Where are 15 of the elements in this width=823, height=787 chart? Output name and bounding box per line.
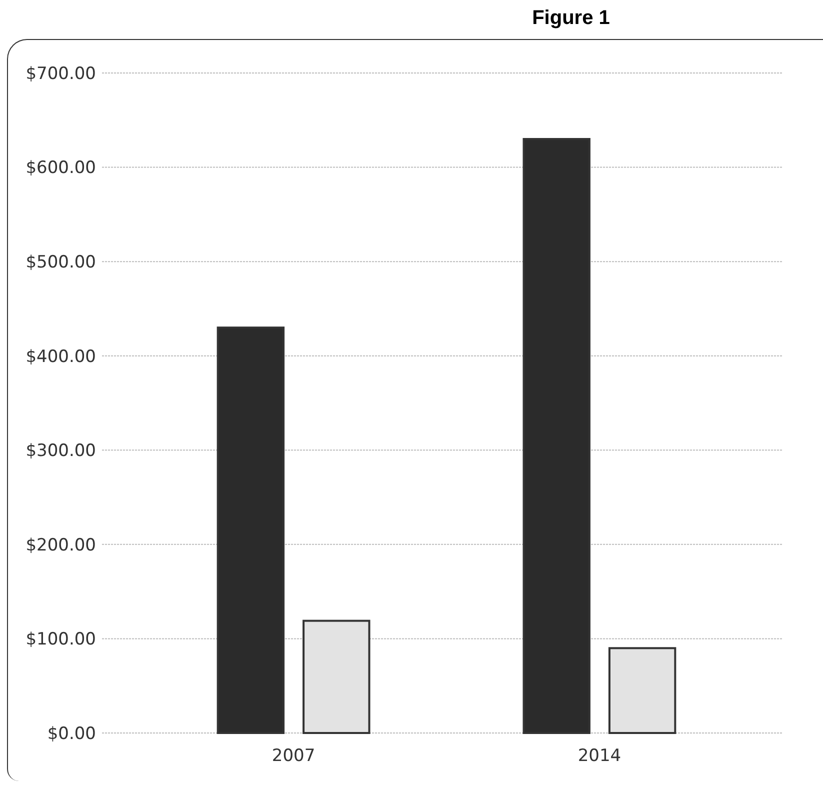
y-tick-label: $100.00 bbox=[26, 630, 96, 650]
y-tick-label: $500.00 bbox=[26, 252, 96, 273]
bar bbox=[302, 620, 370, 734]
bar bbox=[216, 326, 285, 734]
x-tick-label: 2007 bbox=[272, 746, 316, 766]
chart-title: Figure 1 bbox=[532, 7, 610, 29]
y-tick-label: $400.00 bbox=[26, 346, 96, 367]
y-tick-label: $700.00 bbox=[26, 64, 96, 84]
bar bbox=[522, 138, 590, 734]
y-tick-label: $200.00 bbox=[26, 535, 96, 556]
y-tick-label: $600.00 bbox=[26, 158, 96, 178]
x-tick-label: 2014 bbox=[578, 746, 622, 766]
bar bbox=[608, 647, 676, 734]
y-tick-label: $300.00 bbox=[26, 441, 96, 462]
y-tick-label: $0.00 bbox=[47, 724, 96, 744]
